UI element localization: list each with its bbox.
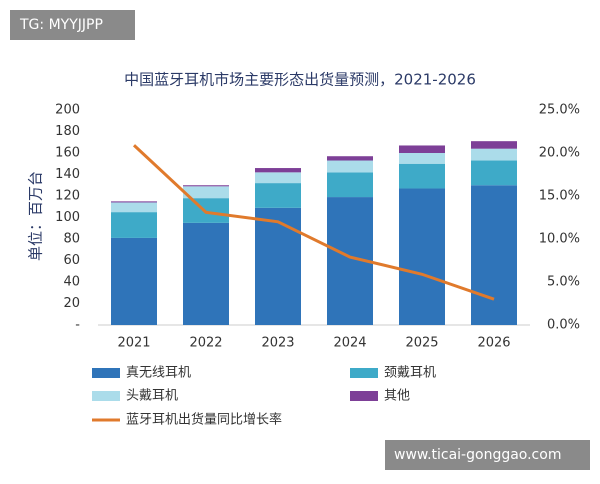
bar — [399, 153, 445, 164]
x-tick-label: 2024 — [333, 336, 366, 351]
bar — [111, 202, 157, 213]
bar — [471, 160, 517, 186]
y-tick-label: 140 — [55, 167, 80, 182]
y2-tick-label: 5.0% — [547, 275, 580, 290]
bar — [255, 183, 301, 208]
y-tick-label: 180 — [55, 124, 80, 139]
legend-label: 其他 — [384, 389, 410, 404]
y-tick-label: 100 — [55, 210, 80, 225]
watermark-box — [385, 440, 590, 470]
y-tick-label: 160 — [55, 146, 80, 161]
bar — [255, 168, 301, 173]
watermark-box — [10, 10, 135, 40]
y-tick-label: - — [75, 318, 80, 333]
bar — [471, 141, 517, 149]
y2-tick-label: 25.0% — [539, 103, 580, 118]
x-tick-label: 2021 — [117, 336, 150, 351]
watermark: TG: MYYJJPP — [19, 17, 103, 33]
bar — [183, 186, 229, 199]
legend-label: 头戴耳机 — [126, 389, 178, 404]
y-tick-label: 40 — [63, 275, 80, 290]
y2-tick-label: 0.0% — [547, 318, 580, 333]
bar — [327, 160, 373, 173]
y2-tick-label: 20.0% — [539, 146, 580, 161]
y-tick-label: 120 — [55, 189, 80, 204]
legend-swatch — [350, 368, 378, 378]
y2-tick-label: 15.0% — [539, 189, 580, 204]
y-tick-label: 80 — [63, 232, 80, 247]
bar — [471, 148, 517, 161]
bar — [111, 237, 157, 325]
x-tick-label: 2023 — [261, 336, 294, 351]
bar — [399, 145, 445, 153]
legend-swatch — [92, 391, 120, 401]
y2-tick-label: 10.0% — [539, 232, 580, 247]
y-tick-label: 200 — [55, 103, 80, 118]
bar — [183, 185, 229, 187]
bar — [327, 172, 373, 198]
bar — [111, 201, 157, 203]
bar — [255, 172, 301, 184]
x-tick-label: 2026 — [477, 336, 510, 351]
legend-label: 真无线耳机 — [126, 366, 191, 381]
bar — [399, 188, 445, 325]
legend-swatch — [92, 368, 120, 378]
y-tick-label: 60 — [63, 253, 80, 268]
y-axis-label: 单位：百万台 — [27, 171, 45, 261]
legend-swatch — [350, 391, 378, 401]
y-tick-label: 20 — [63, 296, 80, 311]
bar — [111, 212, 157, 238]
bar — [183, 222, 229, 325]
chart-title: 中国蓝牙耳机市场主要形态出货量预测，2021-2026 — [124, 71, 476, 89]
bar — [255, 207, 301, 325]
bar — [327, 156, 373, 161]
watermark: www.ticai-gonggao.com — [394, 447, 561, 463]
x-tick-label: 2022 — [189, 336, 222, 351]
bar — [399, 163, 445, 189]
legend-label: 蓝牙耳机出货量同比增长率 — [126, 412, 282, 428]
line — [132, 144, 495, 301]
legend-label: 颈戴耳机 — [384, 366, 436, 381]
x-tick-label: 2025 — [405, 336, 438, 351]
bar — [471, 185, 517, 325]
